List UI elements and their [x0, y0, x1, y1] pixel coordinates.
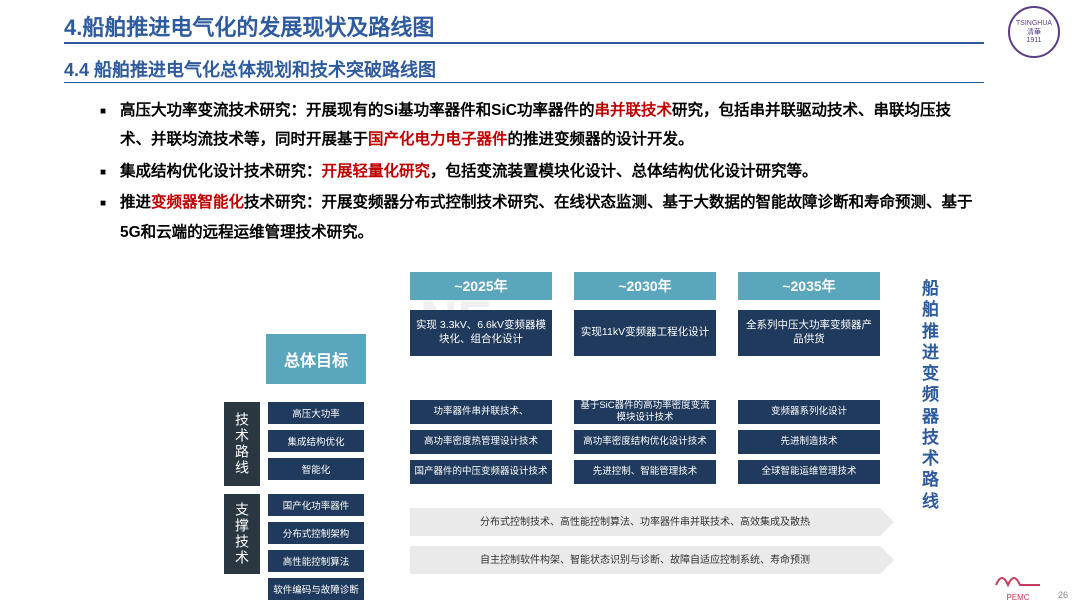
goal-2030: 实现11kV变频器工程化设计	[574, 310, 716, 356]
tech-route-label: 技术路线	[224, 402, 260, 486]
sup-r4: 软件编码与故障诊断	[268, 578, 364, 600]
bullet-list: 高压大功率变流技术研究：开展现有的Si基功率器件和SiC功率器件的串并联技术研究…	[100, 96, 980, 249]
pemc-logo: PEMC	[994, 565, 1042, 602]
sup-r1: 国产化功率器件	[268, 494, 364, 516]
year-2030: ~2030年	[574, 272, 716, 300]
bullet-3: 推进变频器智能化技术研究：开展变频器分布式控制技术研究、在线状态监测、基于大数据…	[100, 188, 980, 247]
main-title: 4.船舶推进电气化的发展现状及路线图	[64, 10, 434, 42]
tech-r1: 高压大功率	[268, 402, 364, 424]
arrow-band-2: 自主控制软件构架、智能状态识别与诊断、故障自适应控制系统、寿命预测	[410, 546, 880, 574]
university-logo: TSINGHUA清華1911	[1008, 6, 1060, 58]
title-underline	[64, 42, 984, 44]
side-vertical-title: 船舶推进变频器技术路线	[922, 278, 942, 512]
arrow-band-1: 分布式控制技术、高性能控制算法、功率器件串并联技术、高效集成及散热	[410, 508, 880, 536]
support-tech-label: 支撑技术	[224, 494, 260, 574]
goal-label: 总体目标	[266, 334, 366, 384]
year-headers: ~2025年 ~2030年 ~2035年	[410, 272, 880, 300]
tg-0-1: 基于SiC器件的高功率密度变流模块设计技术	[574, 400, 716, 424]
tg-2-1: 先进控制、智能管理技术	[574, 460, 716, 484]
year-2035: ~2035年	[738, 272, 880, 300]
page-number: 26	[1058, 590, 1068, 600]
tg-1-0: 高功率密度热管理设计技术	[410, 430, 552, 454]
bullet-2: 集成结构优化设计技术研究：开展轻量化研究，包括变流装置模块化设计、总体结构优化设…	[100, 157, 980, 186]
tg-2-2: 全球智能运维管理技术	[738, 460, 880, 484]
subtitle-underline	[64, 82, 984, 83]
tech-grid-row2: 高功率密度热管理设计技术 高功率密度结构优化设计技术 先进制造技术	[410, 430, 880, 454]
tech-r3: 智能化	[268, 458, 364, 480]
tg-0-0: 功率器件串并联技术、	[410, 400, 552, 424]
tg-2-0: 国产器件的中压变频器设计技术	[410, 460, 552, 484]
goal-row: 实现 3.3kV、6.6kV变频器模块化、组合化设计 实现11kV变频器工程化设…	[410, 310, 880, 356]
tg-0-2: 变频器系列化设计	[738, 400, 880, 424]
support-row-labels: 国产化功率器件 分布式控制架构 高性能控制算法 软件编码与故障诊断	[268, 494, 364, 600]
tech-grid-row1: 功率器件串并联技术、 基于SiC器件的高功率密度变流模块设计技术 变频器系列化设…	[410, 400, 880, 424]
tech-grid-row3: 国产器件的中压变频器设计技术 先进控制、智能管理技术 全球智能运维管理技术	[410, 460, 880, 484]
goal-2025: 实现 3.3kV、6.6kV变频器模块化、组合化设计	[410, 310, 552, 356]
tech-row-labels: 高压大功率 集成结构优化 智能化	[268, 402, 364, 480]
goal-2035: 全系列中压大功率变频器产品供货	[738, 310, 880, 356]
bullet-1: 高压大功率变流技术研究：开展现有的Si基功率器件和SiC功率器件的串并联技术研究…	[100, 96, 980, 155]
sup-r3: 高性能控制算法	[268, 550, 364, 572]
tg-1-2: 先进制造技术	[738, 430, 880, 454]
tech-r2: 集成结构优化	[268, 430, 364, 452]
sup-r2: 分布式控制架构	[268, 522, 364, 544]
year-2025: ~2025年	[410, 272, 552, 300]
tg-1-1: 高功率密度结构优化设计技术	[574, 430, 716, 454]
subtitle: 4.4 船舶推进电气化总体规划和技术突破路线图	[64, 56, 436, 82]
